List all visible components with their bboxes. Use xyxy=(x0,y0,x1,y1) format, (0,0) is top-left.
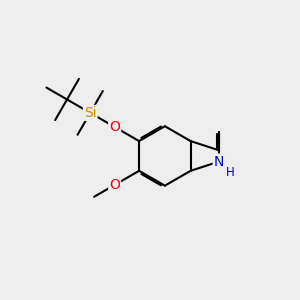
Text: N: N xyxy=(214,154,224,169)
Text: H: H xyxy=(226,167,235,179)
Text: O: O xyxy=(109,120,120,134)
Text: O: O xyxy=(109,178,120,192)
Text: Si: Si xyxy=(84,106,97,120)
